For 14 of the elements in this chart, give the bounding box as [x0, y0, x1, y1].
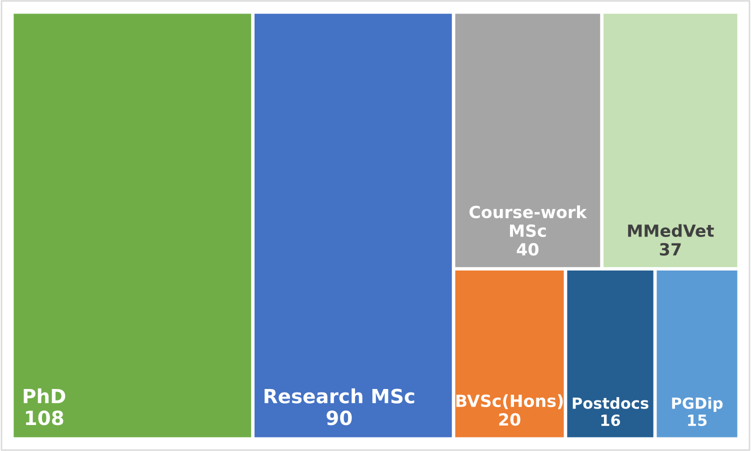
category-label: Postdocs [572, 397, 648, 409]
category-label: PGDip [672, 397, 723, 412]
data-label: 15 [688, 414, 707, 426]
data-label: 37 [660, 243, 681, 256]
data-label: 90 [326, 410, 352, 426]
category-label: Research MSc [264, 388, 414, 404]
category-label: BVSc(Hons) [456, 394, 563, 410]
category-label: PhD [24, 388, 66, 404]
data-label: 16 [601, 414, 620, 426]
category-label: MMedVet [628, 224, 714, 237]
data-label: 20 [499, 413, 520, 426]
category-label: Course-work MSc [469, 205, 588, 237]
data-label: 108 [26, 410, 64, 426]
data-label: 40 [516, 243, 538, 256]
